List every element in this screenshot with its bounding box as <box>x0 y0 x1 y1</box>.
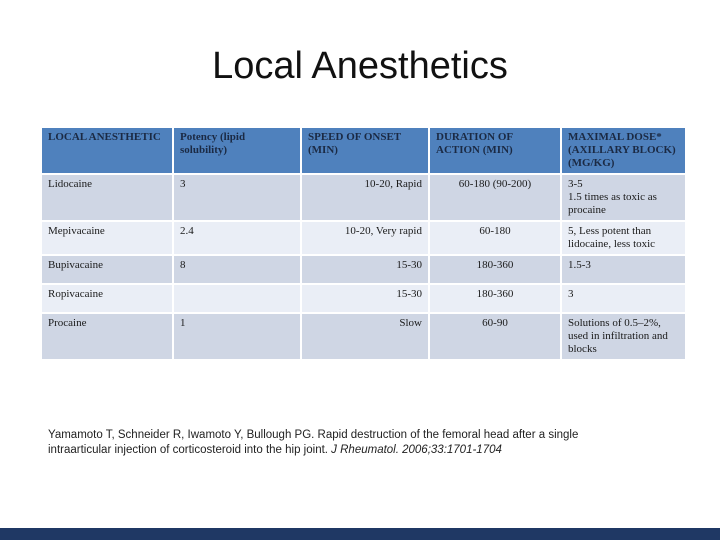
cell-name: Mepivacaine <box>40 219 174 256</box>
cell-onset: 10-20, Very rapid <box>300 219 430 256</box>
cell-dose: 5, Less potent than lidocaine, less toxi… <box>560 219 687 256</box>
table-row-bupivacaine: Bupivacaine 8 15-30 180-360 1.5-3 <box>40 253 687 285</box>
cell-potency <box>172 282 302 314</box>
cell-dose: Solutions of 0.5–2%, used in infiltratio… <box>560 311 687 361</box>
table-row-ropivacaine: Ropivacaine 15-30 180-360 3 <box>40 282 687 314</box>
header-speed-of-onset: SPEED OF ONSET (MIN) <box>300 126 430 175</box>
page-title: Local Anesthetics <box>212 45 508 87</box>
cell-potency: 3 <box>172 173 302 222</box>
cell-onset: 15-30 <box>300 253 430 285</box>
header-local-anesthetic: LOCAL ANESTHETIC <box>40 126 174 175</box>
table-row-lidocaine: Lidocaine 3 10-20, Rapid 60-180 (90-200)… <box>40 173 687 222</box>
anesthetics-table: LOCAL ANESTHETIC Potency (lipid solubili… <box>40 126 687 361</box>
cell-duration: 60-180 (90-200) <box>428 173 562 222</box>
cell-name: Procaine <box>40 311 174 361</box>
cell-potency: 2.4 <box>172 219 302 256</box>
cell-potency: 8 <box>172 253 302 285</box>
cell-onset: 10-20, Rapid <box>300 173 430 222</box>
header-potency: Potency (lipid solubility) <box>172 126 302 175</box>
header-duration: DURATION OF ACTION (MIN) <box>428 126 562 175</box>
footer-bar <box>0 528 720 540</box>
header-maximal-dose: MAXIMAL DOSE* (AXILLARY BLOCK) (MG/KG) <box>560 126 687 175</box>
table-row-procaine: Procaine 1 Slow 60-90 Solutions of 0.5–2… <box>40 311 687 361</box>
cell-duration: 60-180 <box>428 219 562 256</box>
citation-authors-text: Yamamoto T, Schneider R, Iwamoto Y, Bull… <box>48 429 579 457</box>
cell-onset: 15-30 <box>300 282 430 314</box>
cell-dose: 1.5-3 <box>560 253 687 285</box>
cell-name: Lidocaine <box>40 173 174 222</box>
cell-duration: 180-360 <box>428 282 562 314</box>
table-header-row: LOCAL ANESTHETIC Potency (lipid solubili… <box>40 126 687 175</box>
cell-duration: 180-360 <box>428 253 562 285</box>
cell-dose: 3-5 1.5 times as toxic as procaine <box>560 173 687 222</box>
table-row-mepivacaine: Mepivacaine 2.4 10-20, Very rapid 60-180… <box>40 219 687 256</box>
cell-potency: 1 <box>172 311 302 361</box>
citation-journal-text: J Rheumatol. 2006;33:1701-1704 <box>331 444 502 457</box>
cell-dose: 3 <box>560 282 687 314</box>
cell-duration: 60-90 <box>428 311 562 361</box>
cell-name: Bupivacaine <box>40 253 174 285</box>
citation-text: Yamamoto T, Schneider R, Iwamoto Y, Bull… <box>48 428 636 458</box>
cell-onset: Slow <box>300 311 430 361</box>
cell-name: Ropivacaine <box>40 282 174 314</box>
